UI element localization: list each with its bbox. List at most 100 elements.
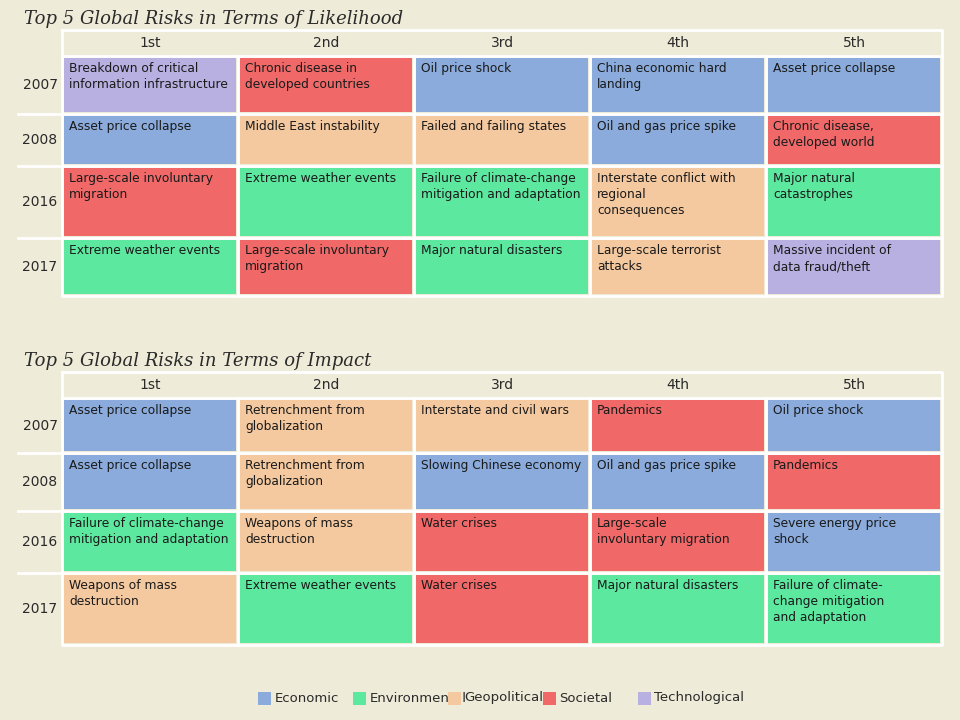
Text: Asset price collapse: Asset price collapse xyxy=(69,459,191,472)
Bar xyxy=(240,575,412,643)
Bar xyxy=(352,691,366,704)
Text: Oil price shock: Oil price shock xyxy=(421,62,512,75)
Bar xyxy=(592,58,764,112)
Bar xyxy=(768,58,940,112)
Bar xyxy=(64,455,236,509)
Bar xyxy=(64,575,236,643)
Bar xyxy=(416,400,588,451)
Text: Technological: Technological xyxy=(655,691,745,704)
Text: 2008: 2008 xyxy=(22,475,58,489)
Text: 2008: 2008 xyxy=(22,133,58,147)
Text: Retrenchment from
globalization: Retrenchment from globalization xyxy=(245,459,365,488)
Text: China economic hard
landing: China economic hard landing xyxy=(597,62,727,91)
Text: Water crises: Water crises xyxy=(421,517,497,530)
Text: Interstate and civil wars: Interstate and civil wars xyxy=(421,404,569,417)
Bar xyxy=(637,691,651,704)
Text: Large-scale
involuntary migration: Large-scale involuntary migration xyxy=(597,517,730,546)
Text: Chronic disease in
developed countries: Chronic disease in developed countries xyxy=(245,62,370,91)
Bar xyxy=(592,168,764,236)
Bar xyxy=(416,116,588,164)
Text: Economic: Economic xyxy=(275,691,339,704)
Text: Environmental: Environmental xyxy=(370,691,467,704)
Bar xyxy=(416,58,588,112)
Bar xyxy=(592,240,764,294)
Text: 3rd: 3rd xyxy=(491,378,514,392)
Text: Major natural disasters: Major natural disasters xyxy=(421,244,563,257)
Text: 3rd: 3rd xyxy=(491,36,514,50)
Text: Failure of climate-change
mitigation and adaptation: Failure of climate-change mitigation and… xyxy=(69,517,228,546)
Text: Chronic disease,
developed world: Chronic disease, developed world xyxy=(773,120,875,149)
Bar xyxy=(768,168,940,236)
Text: 2017: 2017 xyxy=(22,260,58,274)
Text: Large-scale terrorist
attacks: Large-scale terrorist attacks xyxy=(597,244,721,273)
Text: 1st: 1st xyxy=(139,36,160,50)
Text: 1st: 1st xyxy=(139,378,160,392)
Text: 2016: 2016 xyxy=(22,195,58,209)
Text: Oil and gas price spike: Oil and gas price spike xyxy=(597,120,736,133)
Bar xyxy=(64,400,236,451)
Text: 4th: 4th xyxy=(666,378,689,392)
Bar xyxy=(257,691,271,704)
Text: Middle East instability: Middle East instability xyxy=(245,120,380,133)
Text: 4th: 4th xyxy=(666,36,689,50)
Text: Massive incident of
data fraud/theft: Massive incident of data fraud/theft xyxy=(773,244,891,273)
Bar xyxy=(768,400,940,451)
Text: 5th: 5th xyxy=(843,36,866,50)
Text: Slowing Chinese economy: Slowing Chinese economy xyxy=(421,459,581,472)
Text: Major natural
catastrophes: Major natural catastrophes xyxy=(773,172,854,201)
Bar xyxy=(416,240,588,294)
Bar xyxy=(240,513,412,571)
Bar xyxy=(447,691,461,704)
Text: 2nd: 2nd xyxy=(313,378,339,392)
Text: Interstate conflict with
regional
consequences: Interstate conflict with regional conseq… xyxy=(597,172,735,217)
Bar xyxy=(768,240,940,294)
Bar xyxy=(64,116,236,164)
Bar xyxy=(240,240,412,294)
Text: Large-scale involuntary
migration: Large-scale involuntary migration xyxy=(245,244,389,273)
Bar xyxy=(542,691,556,704)
Text: Severe energy price
shock: Severe energy price shock xyxy=(773,517,896,546)
Bar xyxy=(64,168,236,236)
Text: Oil and gas price spike: Oil and gas price spike xyxy=(597,459,736,472)
Bar xyxy=(240,455,412,509)
Bar xyxy=(768,575,940,643)
Text: Pandemics: Pandemics xyxy=(597,404,663,417)
Bar xyxy=(592,513,764,571)
Text: Pandemics: Pandemics xyxy=(773,459,839,472)
Bar xyxy=(64,240,236,294)
Text: 2007: 2007 xyxy=(22,78,58,92)
Text: Retrenchment from
globalization: Retrenchment from globalization xyxy=(245,404,365,433)
Text: Asset price collapse: Asset price collapse xyxy=(69,404,191,417)
Bar xyxy=(416,455,588,509)
Text: Geopolitical: Geopolitical xyxy=(465,691,543,704)
Text: Extreme weather events: Extreme weather events xyxy=(245,172,396,185)
Text: Major natural disasters: Major natural disasters xyxy=(597,579,738,592)
Bar xyxy=(240,168,412,236)
Text: Large-scale involuntary
migration: Large-scale involuntary migration xyxy=(69,172,213,201)
Text: Extreme weather events: Extreme weather events xyxy=(245,579,396,592)
Bar xyxy=(416,168,588,236)
Text: 2nd: 2nd xyxy=(313,36,339,50)
Bar xyxy=(416,575,588,643)
Bar xyxy=(64,513,236,571)
Bar xyxy=(64,58,236,112)
Text: Weapons of mass
destruction: Weapons of mass destruction xyxy=(245,517,353,546)
Text: 2017: 2017 xyxy=(22,602,58,616)
Text: 5th: 5th xyxy=(843,378,866,392)
Text: Oil price shock: Oil price shock xyxy=(773,404,863,417)
Bar xyxy=(768,513,940,571)
Text: Extreme weather events: Extreme weather events xyxy=(69,244,220,257)
Text: Failure of climate-
change mitigation
and adaptation: Failure of climate- change mitigation an… xyxy=(773,579,884,624)
Text: Water crises: Water crises xyxy=(421,579,497,592)
Text: Weapons of mass
destruction: Weapons of mass destruction xyxy=(69,579,177,608)
Bar xyxy=(592,116,764,164)
Bar xyxy=(416,513,588,571)
Bar xyxy=(240,116,412,164)
Text: 2016: 2016 xyxy=(22,535,58,549)
Text: Failure of climate-change
mitigation and adaptation: Failure of climate-change mitigation and… xyxy=(421,172,581,201)
Bar xyxy=(240,400,412,451)
Bar xyxy=(592,575,764,643)
Text: 2007: 2007 xyxy=(22,418,58,433)
Bar xyxy=(240,58,412,112)
Bar xyxy=(592,455,764,509)
